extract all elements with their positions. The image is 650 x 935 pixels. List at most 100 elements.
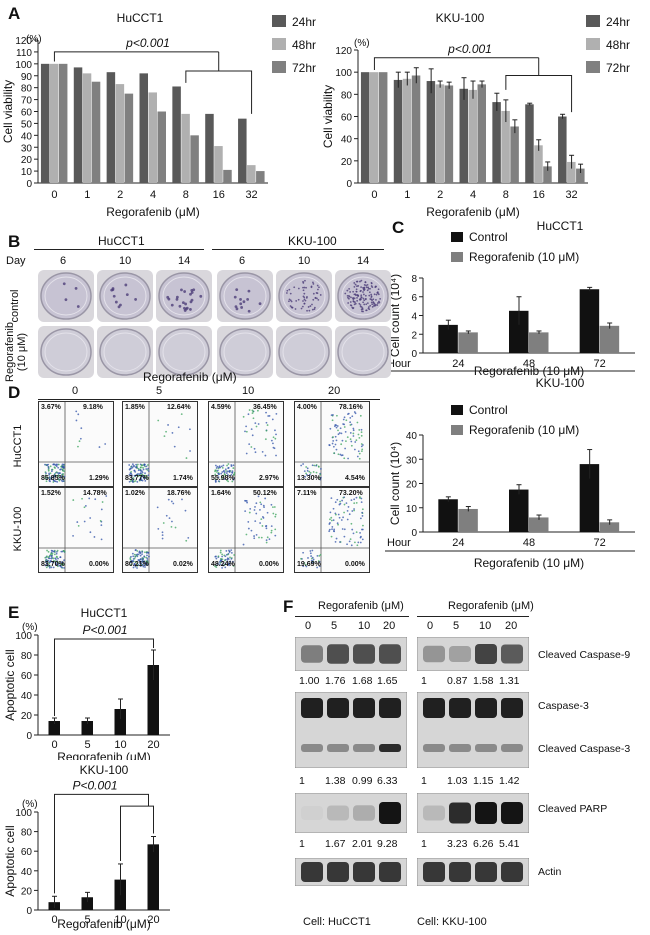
panel-d-dot-r0-c2-35 — [270, 439, 273, 442]
panel-b-dish-svg-r0-c3 — [219, 272, 271, 320]
panel-d-dot-r1-c2-37 — [215, 557, 218, 560]
panel-d-dot-r1-c2-94 — [250, 529, 253, 532]
panel-d-dot-r1-c2-86 — [272, 506, 274, 508]
panel-b-colony-r0-c5-128 — [349, 301, 352, 303]
panel-b-colony-r0-c5-9 — [378, 300, 380, 303]
panel-f-band-cleaved-1-right-0 — [423, 744, 445, 752]
a-left-bar-1-0 — [49, 63, 59, 184]
panel-d-dot-r1-c0-85 — [76, 521, 79, 523]
panel-f-band-0-right-1 — [449, 646, 471, 662]
e-top-title: HuCCT1 — [81, 606, 128, 620]
panel-d-dot-r1-c2-95 — [261, 515, 264, 518]
panel-b-cell-kku100: KKU-100 — [288, 234, 337, 248]
panel-d-dot-r1-c3-20 — [359, 517, 362, 520]
panel-d-dot-r0-c0-67 — [79, 437, 82, 440]
panel-d-dot-r0-c2-26 — [250, 446, 253, 448]
panel-d-dot-r1-c3-81 — [312, 560, 315, 563]
panel-b-colony-r0-c0-2 — [76, 305, 80, 308]
panel-d-dot-r1-c2-90 — [228, 562, 231, 565]
panel-d-dot-r0-c1-61 — [142, 468, 145, 471]
panel-d-dot-r0-c0-105 — [52, 479, 55, 482]
panel-d-quad-r1-c3-q2: 19.69% — [297, 561, 321, 568]
panel-f-dose-right-0: 0 — [427, 620, 434, 632]
panel-d-dot-r1-c2-49 — [222, 564, 225, 567]
panel-d-dot-r0-c0-44 — [62, 463, 65, 466]
panel-f-band-4-left-3 — [379, 862, 401, 882]
c-bottom-bar-1-2 — [599, 522, 620, 532]
panel-d-dot-r1-c2-89 — [217, 562, 219, 565]
panel-d-dot-r1-c1-67 — [170, 526, 173, 528]
panel-f-band-cleaved-1-right-2 — [475, 744, 497, 752]
panel-f-header-line-right — [417, 616, 529, 617]
panel-d-dot-r0-c0-13 — [104, 443, 107, 445]
panel-d-quad-r0-c1-q2: 83.77% — [125, 475, 149, 482]
panel-b-colony-r0-c5-89 — [355, 294, 357, 297]
a2-legend-label-0: 24hr — [606, 15, 630, 29]
panel-b-colony-r0-c4-0 — [308, 309, 311, 312]
panel-d-dot-r1-c3-47 — [328, 528, 331, 531]
panel-d-dot-r1-c3-93 — [334, 540, 337, 543]
panel-d-dot-r1-c0-54 — [49, 554, 51, 557]
panel-b-colony-r0-c0-3 — [64, 298, 68, 302]
panel-d-dot-r1-c2-102 — [270, 525, 273, 528]
panel-d-dot-r1-c2-84 — [226, 560, 229, 563]
panel-d-dot-r1-c2-16 — [230, 557, 233, 560]
panel-d-dot-r0-c2-50 — [245, 430, 248, 433]
panel-b-colony-r0-c5-20 — [362, 301, 365, 304]
panel-d-dot-r1-c0-74 — [84, 505, 87, 507]
panel-d-dot-r0-c1-47 — [136, 480, 139, 483]
panel-d-dot-r1-c2-54 — [217, 555, 220, 558]
panel-b-well-r1-c2 — [158, 328, 210, 376]
panel-d-dot-r0-c3-26 — [318, 476, 321, 479]
panel-d-dot-r0-c3-52 — [308, 470, 311, 473]
panel-b-colony-r0-c5-108 — [352, 297, 354, 300]
panel-d-dot-r0-c0-82 — [47, 468, 50, 471]
panel-d-dot-r0-c1-59 — [140, 477, 142, 480]
panel-d-dot-r1-c2-107 — [264, 525, 267, 528]
panel-d-dot-r0-c0-1 — [49, 480, 51, 483]
panel-d-dot-r0-c3-7 — [329, 427, 332, 430]
panel-d-dot-r0-c0-104 — [60, 476, 63, 479]
panel-d-dot-r1-c2-33 — [265, 527, 268, 530]
panel-b-colony-r0-c4-45 — [304, 299, 307, 302]
panel-d-dot-r1-c0-36 — [48, 562, 51, 565]
panel-d-dot-r1-c3-15 — [329, 511, 332, 514]
a-left-cat-label-0: 0 — [51, 189, 57, 201]
panel-f-value-3-right-0: 1 — [421, 838, 427, 850]
panel-b-colony-r0-c2-15 — [189, 292, 192, 296]
panel-b-colony-r0-c5-34 — [364, 294, 367, 297]
a-left-ytick-label-11: 110 — [16, 48, 32, 59]
panel-d-dot-r1-c2-0 — [270, 531, 273, 534]
panel-d-dot-r0-c3-55 — [340, 432, 343, 435]
panel-b-colony-r0-c5-138 — [349, 291, 352, 293]
panel-d-dot-r0-c0-100 — [47, 465, 50, 468]
panel-d-dot-r1-c3-5 — [355, 501, 358, 504]
panel-d-dot-r1-c3-60 — [335, 537, 338, 540]
panel-b-colony-r0-c5-136 — [353, 303, 356, 306]
panel-f-band-0-right-0 — [423, 645, 445, 663]
panel-f-band-0-right-3 — [501, 644, 523, 664]
panel-d-plot-r1-c3: 7.11% 73.20% 19.69% 0.00% — [294, 487, 370, 573]
panel-f-blot-name-2: Cleaved Caspase-3 — [538, 743, 631, 755]
c2-legend-swatch-1 — [451, 425, 463, 435]
panel-b-colony-r0-c5-70 — [353, 285, 356, 288]
panel-d-dot-r0-c3-106 — [357, 433, 360, 436]
panel-d-dot-r0-c2-66 — [223, 473, 226, 475]
panel-d-dot-r0-c2-38 — [231, 472, 234, 474]
panel-b-colony-r0-c1-5 — [114, 300, 118, 304]
c-bottom-ytick-label-2: 20 — [406, 480, 418, 491]
panel-d-dot-r0-c2-59 — [247, 413, 250, 416]
panel-d-dot-r1-c2-93 — [255, 533, 258, 536]
panel-d-dot-r1-c3-94 — [333, 530, 336, 533]
panel-d-dot-r0-c1-6 — [165, 430, 167, 433]
panel-d-quad-r1-c3-q0: 7.11% — [297, 490, 317, 497]
panel-d-dot-r1-c1-64 — [139, 554, 142, 557]
panel-b-colony-r0-c5-67 — [370, 296, 373, 299]
panel-d-dot-r1-c1-88 — [133, 553, 136, 556]
a-left-bar-0-0 — [40, 63, 50, 184]
panel-d-dot-r1-c3-85 — [357, 541, 360, 544]
panel-b-colony-r0-c5-96 — [359, 290, 362, 293]
panel-d-dot-r1-c1-66 — [139, 551, 142, 554]
e-bottom-yunit: (%) — [22, 799, 38, 810]
